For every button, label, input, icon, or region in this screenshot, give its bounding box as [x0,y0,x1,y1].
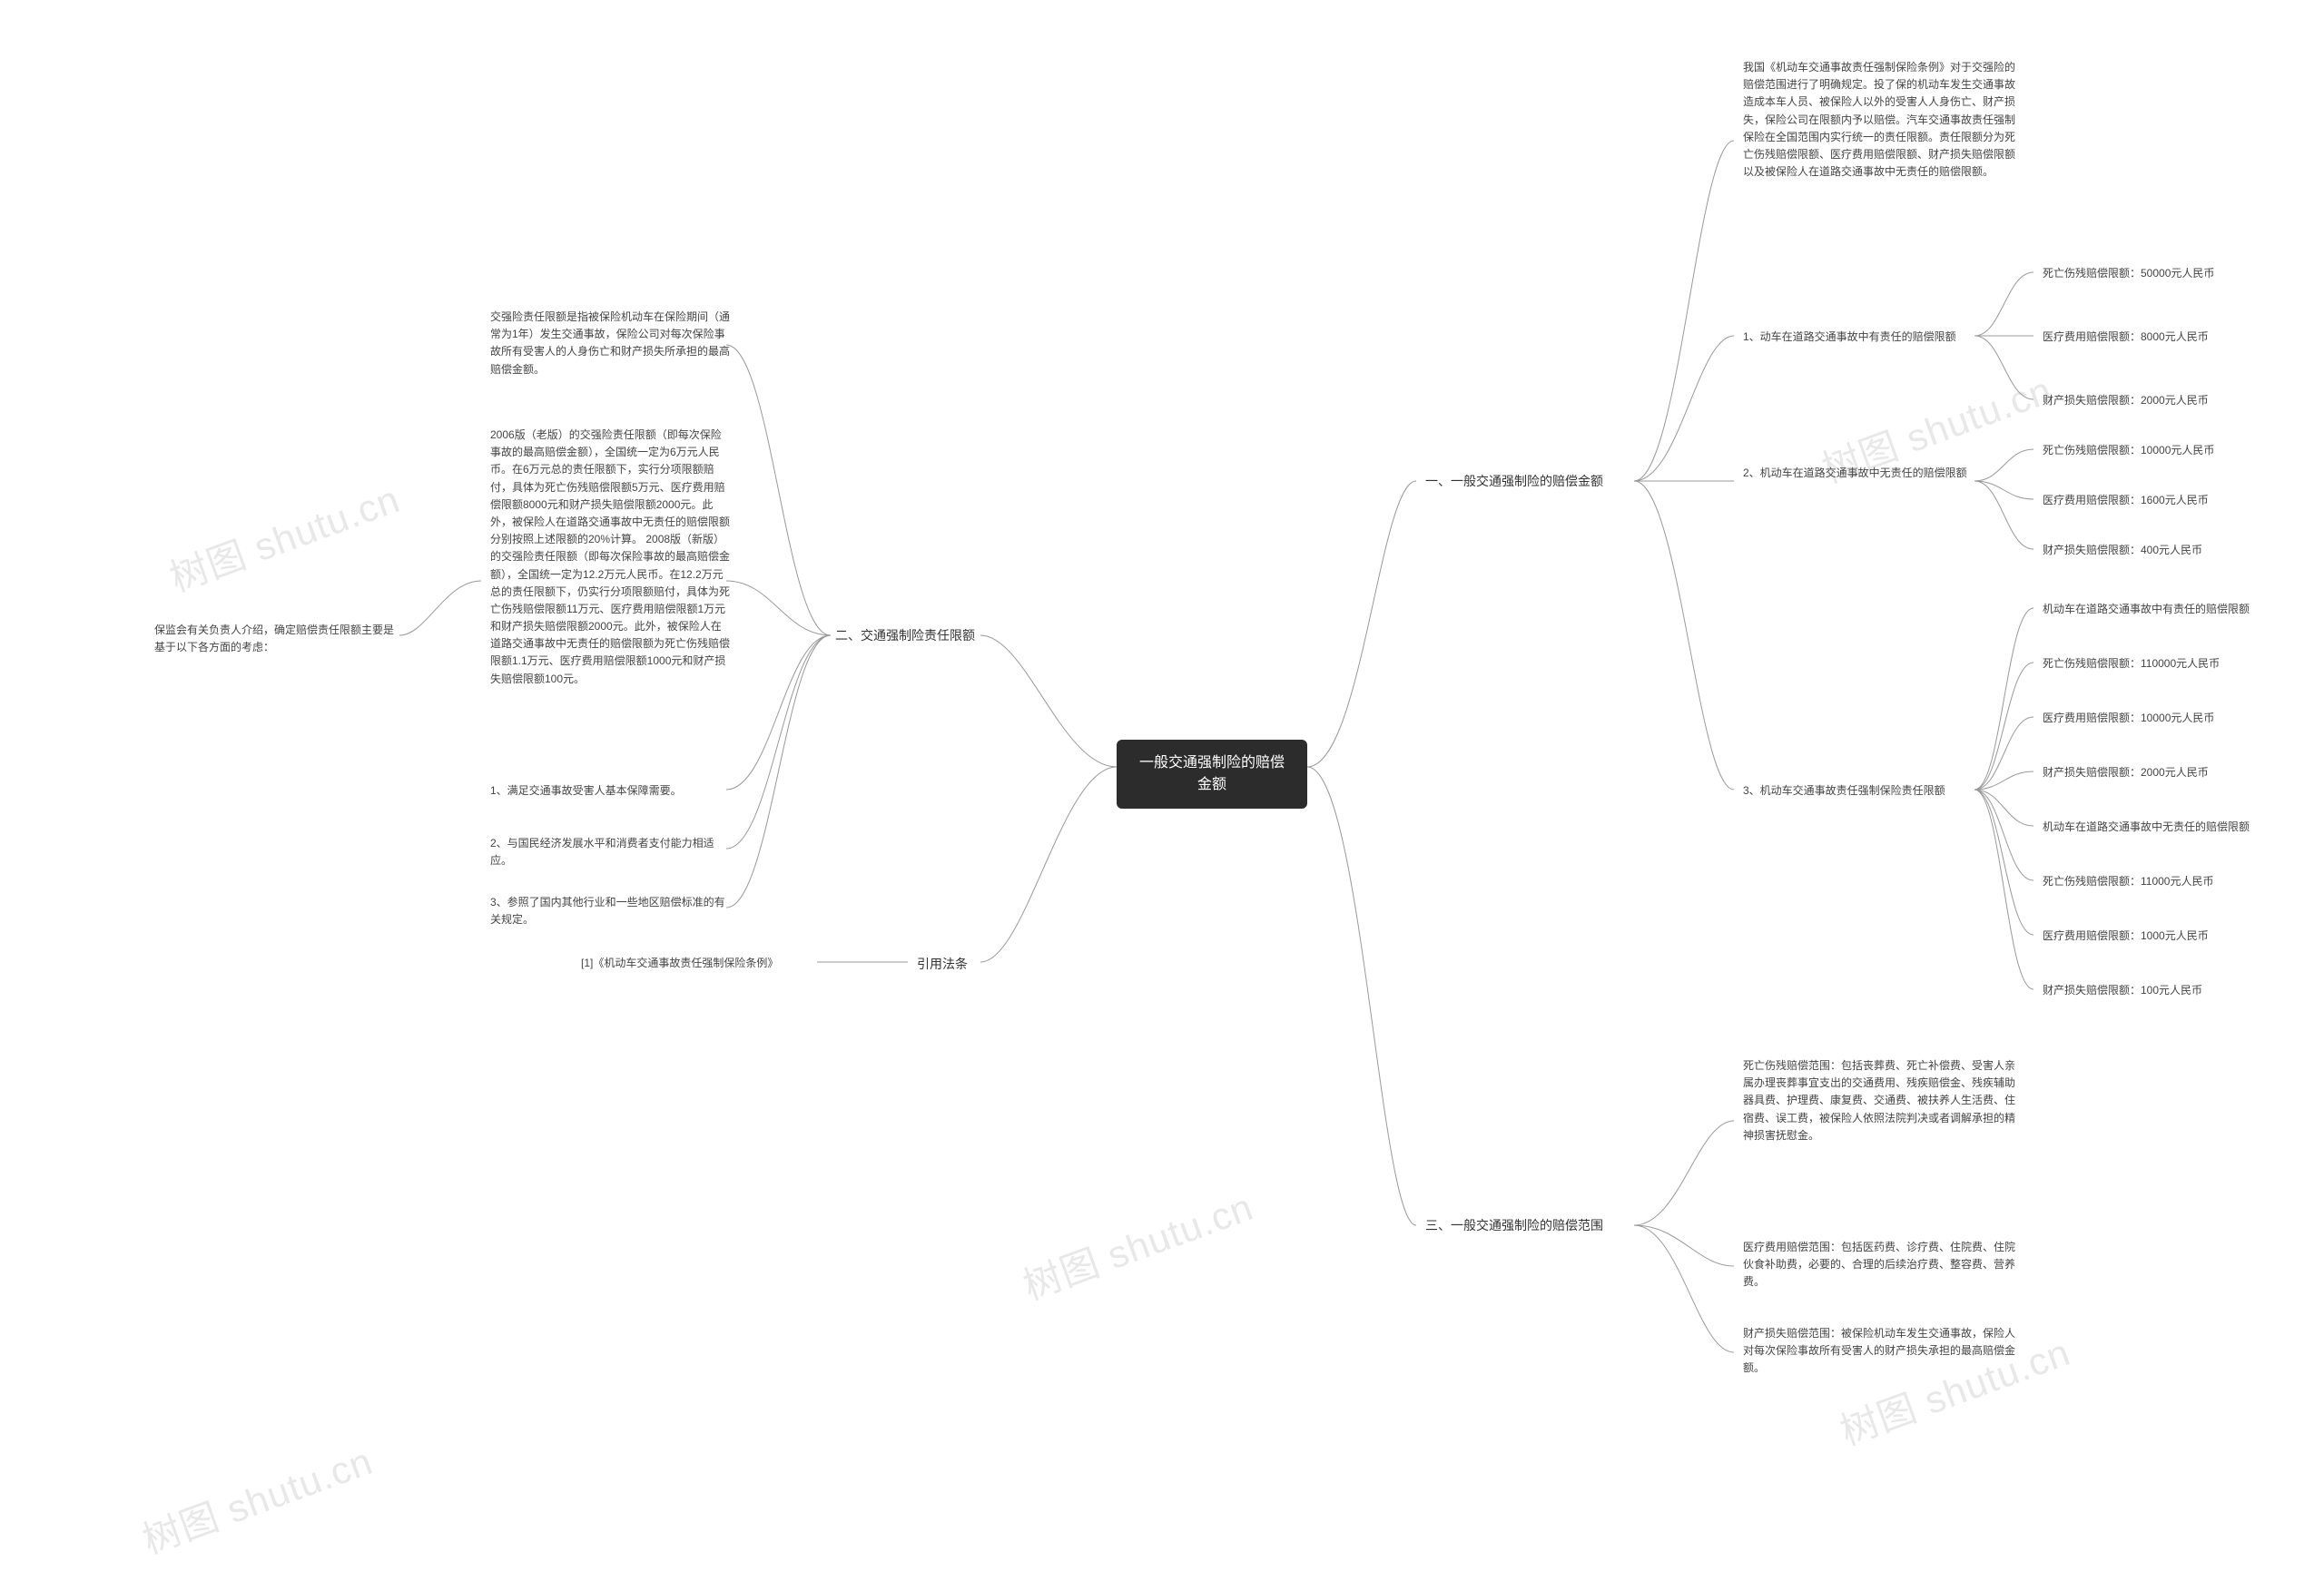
b2-p3-item-2: 3、参照了国内其他行业和一些地区赔偿标准的有关规定。 [490,894,731,928]
b1-s3-item-2: 医疗费用赔偿限额：10000元人民币 [2043,710,2214,727]
b1-s3-item-1: 死亡伤残赔偿限额：110000元人民币 [2043,655,2220,673]
b1-s3-item-4: 机动车在道路交通事故中无责任的赔偿限额 [2043,819,2250,836]
branch-2-title: 二、交通强制险责任限额 [835,626,975,644]
b1-intro: 我国《机动车交通事故责任强制保险条例》对于交强险的赔偿范围进行了明确规定。投了保… [1743,59,2015,181]
b1-s2-item-1: 医疗费用赔偿限额：1600元人民币 [2043,492,2209,509]
b1-s2-item-2: 财产损失赔偿限额：400元人民币 [2043,542,2202,559]
b1-s3-item-0: 机动车在道路交通事故中有责任的赔偿限额 [2043,601,2250,618]
branch-1-title: 一、一般交通强制险的赔偿金额 [1425,472,1603,490]
b3-item-2: 财产损失赔偿范围：被保险机动车发生交通事故，保险人对每次保险事故所有受害人的财产… [1743,1325,2015,1378]
b1-s3-item-6: 医疗费用赔偿限额：1000元人民币 [2043,928,2209,945]
b3-item-1: 医疗费用赔偿范围：包括医药费、诊疗费、住院费、住院伙食补助费，必要的、合理的后续… [1743,1239,2015,1291]
b2-p3-item-0: 1、满足交通事故受害人基本保障需要。 [490,782,682,800]
b2-p3-intro: 保监会有关负责人介绍，确定赔偿责任限额主要是基于以下各方面的考虑： [154,622,399,656]
b2-p1: 交强险责任限额是指被保险机动车在保险期间（通常为1年）发生交通事故，保险公司对每… [490,309,731,378]
b1-s1-title: 1、动车在道路交通事故中有责任的赔偿限额 [1743,329,1956,346]
b4-ref: [1]《机动车交通事故责任强制保险条例》 [581,955,778,972]
b1-s1-item-0: 死亡伤残赔偿限额：50000元人民币 [2043,265,2214,282]
b1-s3-item-7: 财产损失赔偿限额：100元人民币 [2043,982,2202,999]
b1-s3-item-5: 死亡伤残赔偿限额：11000元人民币 [2043,873,2213,890]
b1-s2-title: 2、机动车在道路交通事故中无责任的赔偿限额 [1743,465,1967,482]
branch-3-title: 三、一般交通强制险的赔偿范围 [1425,1216,1603,1234]
b2-p3-item-1: 2、与国民经济发展水平和消费者支付能力相适应。 [490,835,731,869]
branch-4-title: 引用法条 [917,955,968,973]
b1-s1-item-2: 财产损失赔偿限额：2000元人民币 [2043,392,2209,409]
b1-s2-item-0: 死亡伤残赔偿限额：10000元人民币 [2043,442,2214,459]
b3-item-0: 死亡伤残赔偿范围：包括丧葬费、死亡补偿费、受害人亲属办理丧葬事宜支出的交通费用、… [1743,1057,2015,1144]
b1-s3-item-3: 财产损失赔偿限额：2000元人民币 [2043,764,2209,781]
b1-s1-item-1: 医疗费用赔偿限额：8000元人民币 [2043,329,2209,346]
b1-s3-title: 3、机动车交通事故责任强制保险责任限额 [1743,782,1945,800]
b2-p2: 2006版（老版）的交强险责任限额（即每次保险事故的最高赔偿金额），全国统一定为… [490,427,731,688]
